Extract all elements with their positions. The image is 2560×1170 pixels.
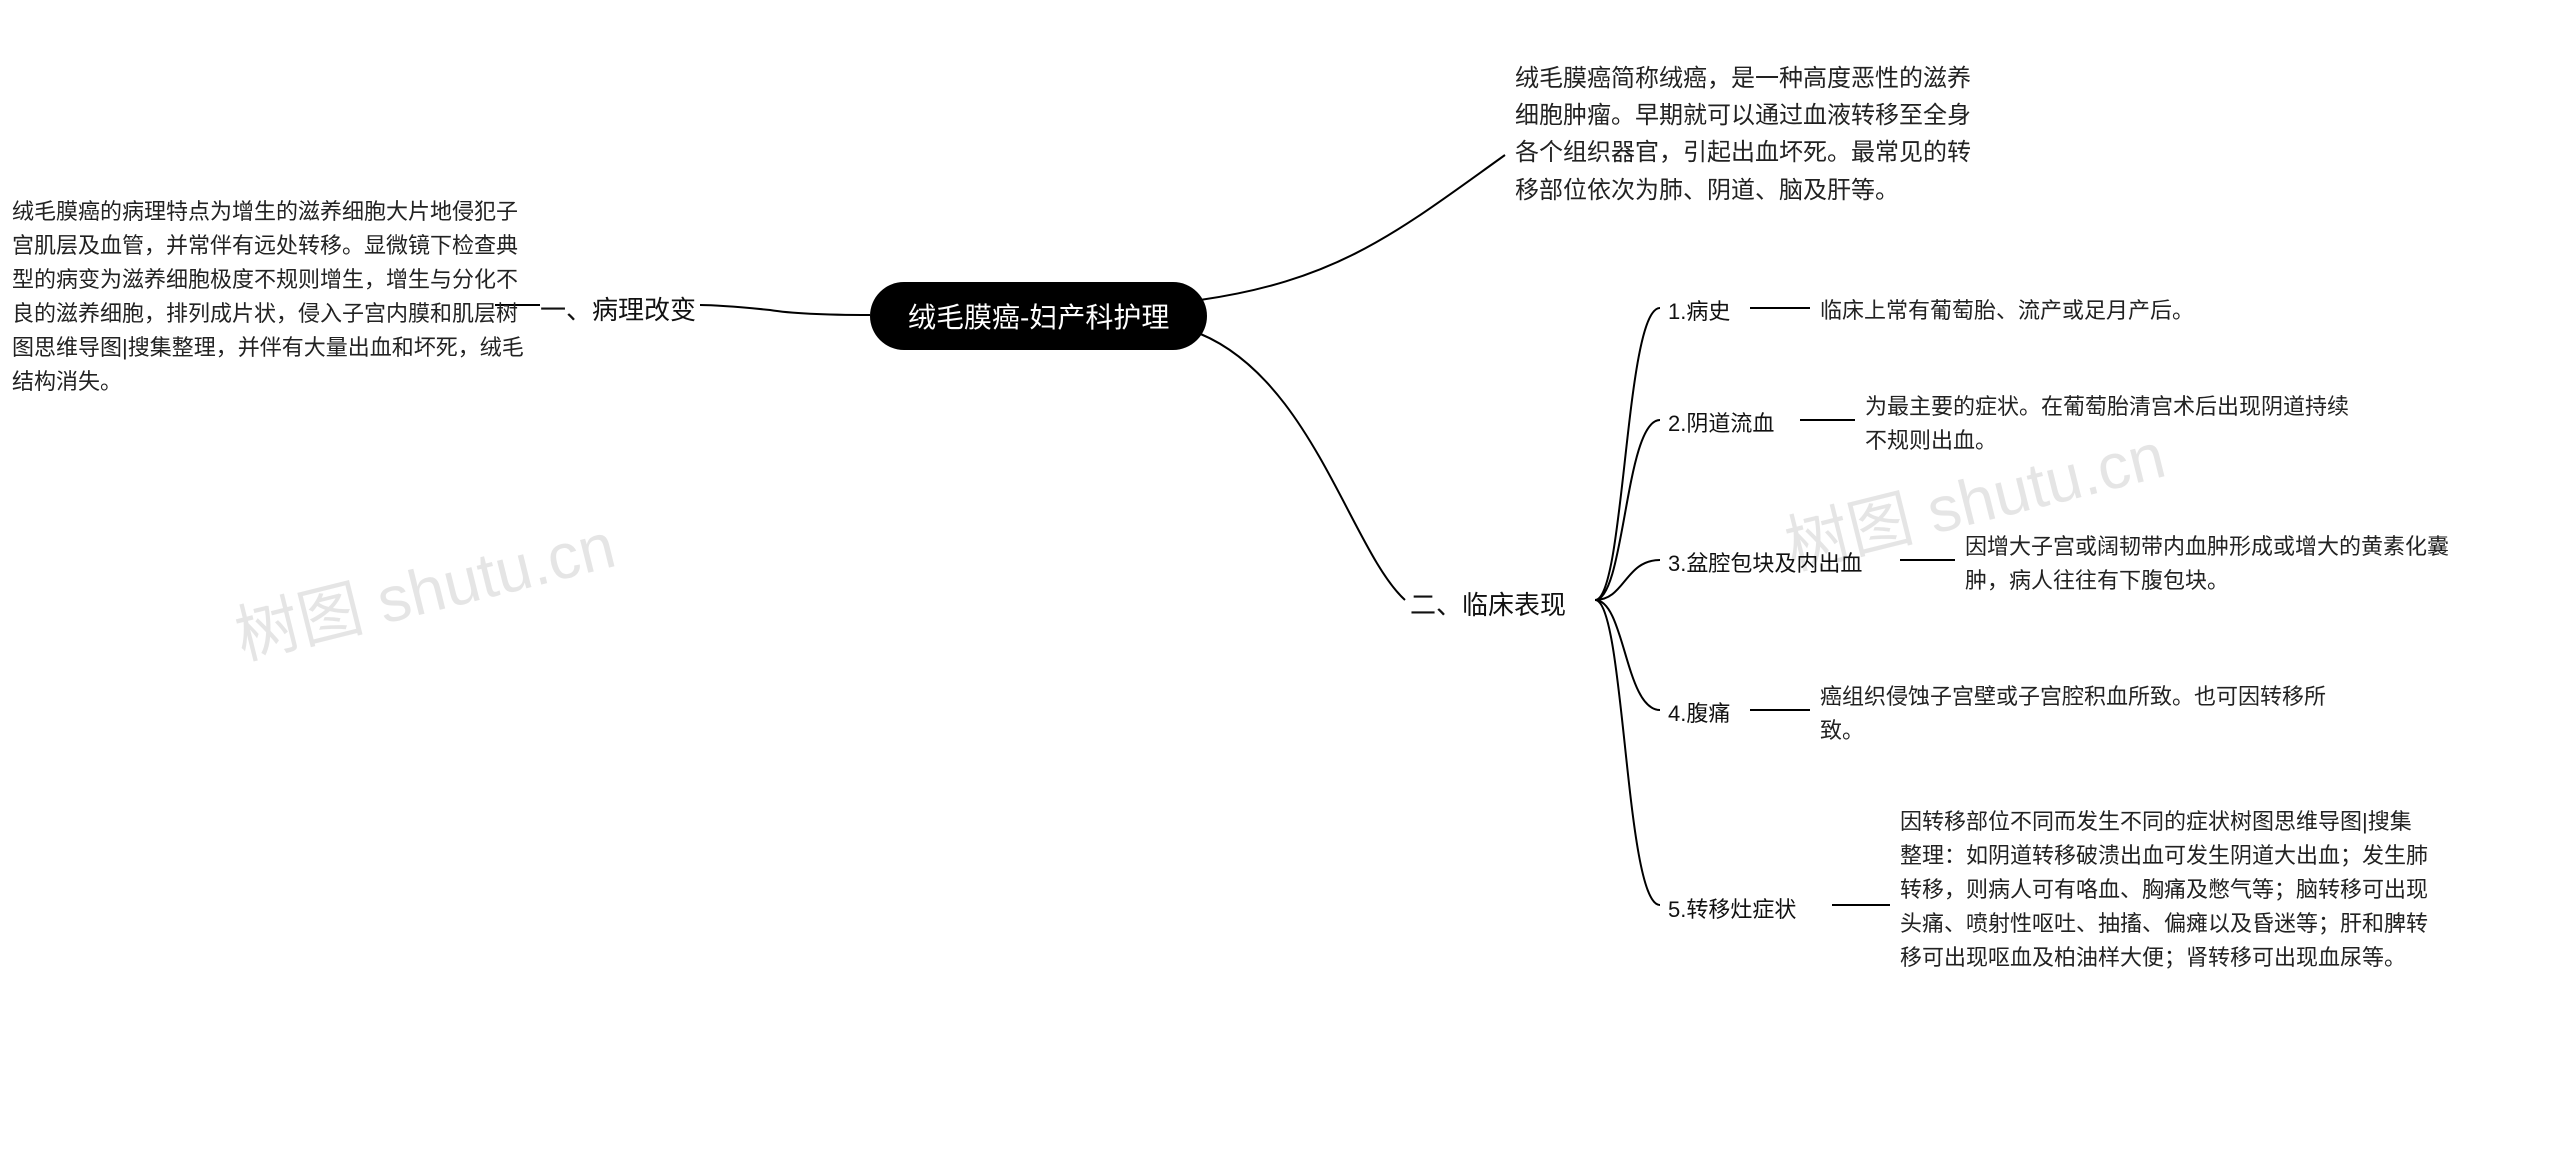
intro-desc: 绒毛膜癌简称绒癌，是一种高度恶性的滋养细胞肿瘤。早期就可以通过血液转移至全身各个…: [1515, 60, 1975, 209]
clinical-item-3-desc: 因增大子宫或阔韧带内血肿形成或增大的黄素化囊肿，病人往往有下腹包块。: [1965, 530, 2475, 598]
branch-pathology-desc: 绒毛膜癌的病理特点为增生的滋养细胞大片地侵犯子宫肌层及血管，并常伴有远处转移。显…: [12, 195, 532, 400]
clinical-item-5-desc: 因转移部位不同而发生不同的症状树图思维导图|搜集整理：如阴道转移破溃出血可发生阴…: [1900, 805, 2430, 975]
root-node: 绒毛膜癌-妇产科护理: [870, 282, 1207, 350]
clinical-item-4-label: 4.腹痛: [1668, 696, 1730, 728]
watermark-1: 树图 shutu.cn: [225, 494, 623, 677]
clinical-item-4-desc: 癌组织侵蚀子宫壁或子宫腔积血所致。也可因转移所致。: [1820, 680, 2330, 748]
clinical-item-3-label: 3.盆腔包块及内出血: [1668, 546, 1862, 578]
clinical-item-2-label: 2.阴道流血: [1668, 406, 1774, 438]
branch-clinical-title: 二、临床表现: [1410, 585, 1566, 622]
clinical-item-1-label: 1.病史: [1668, 294, 1730, 326]
branch-pathology-title: 一、病理改变: [540, 290, 696, 327]
clinical-item-5-label: 5.转移灶症状: [1668, 892, 1796, 924]
clinical-item-2-desc: 为最主要的症状。在葡萄胎清宫术后出现阴道持续不规则出血。: [1865, 390, 2365, 458]
clinical-item-1-desc: 临床上常有葡萄胎、流产或足月产后。: [1820, 294, 2194, 328]
